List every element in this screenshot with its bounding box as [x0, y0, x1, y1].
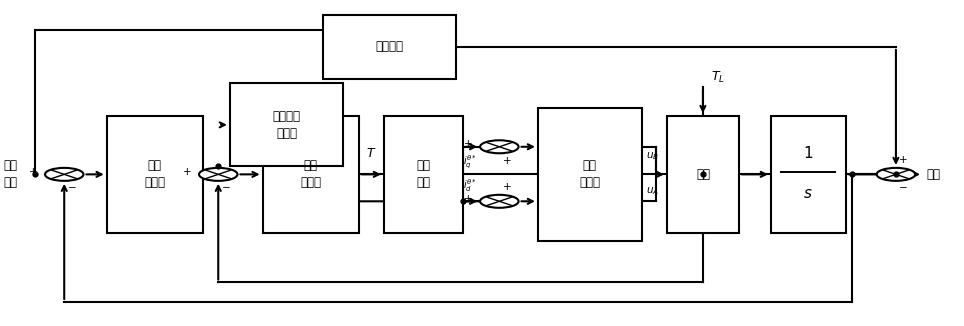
Text: −: − — [222, 184, 230, 193]
Text: $i_q^{\theta*}$: $i_q^{\theta*}$ — [463, 154, 477, 171]
Text: 速度
控制器: 速度 控制器 — [300, 159, 321, 189]
Bar — [538, 108, 642, 241]
Text: $T$: $T$ — [366, 147, 377, 160]
Text: 神经网络
控制器: 神经网络 控制器 — [273, 110, 301, 140]
Text: +: + — [182, 167, 191, 177]
Text: +: + — [899, 155, 908, 165]
Text: +: + — [464, 139, 472, 149]
Text: 参考模型: 参考模型 — [376, 40, 404, 53]
Circle shape — [876, 168, 915, 181]
Circle shape — [480, 140, 519, 153]
Bar — [323, 15, 456, 79]
Text: $u_A$: $u_A$ — [646, 185, 658, 198]
Bar — [107, 116, 202, 233]
Text: $T_L$: $T_L$ — [710, 70, 725, 85]
Text: $i_d^{\theta*}$: $i_d^{\theta*}$ — [463, 177, 477, 194]
Text: −: − — [67, 184, 76, 193]
Bar — [384, 116, 463, 233]
Circle shape — [480, 195, 519, 208]
Text: +: + — [29, 167, 38, 177]
Text: +: + — [502, 182, 511, 192]
Text: 1: 1 — [804, 146, 814, 161]
Text: 电机: 电机 — [696, 168, 710, 181]
Text: 位置
给定: 位置 给定 — [4, 159, 17, 189]
Bar — [771, 116, 845, 233]
Circle shape — [45, 168, 84, 181]
Text: 位置: 位置 — [926, 168, 941, 181]
Text: +: + — [502, 156, 511, 166]
Text: 位置
控制器: 位置 控制器 — [145, 159, 165, 189]
Bar — [229, 83, 343, 166]
Text: −: − — [899, 184, 908, 193]
Circle shape — [199, 168, 237, 181]
Text: 电流
控制器: 电流 控制器 — [579, 159, 601, 189]
Text: s: s — [804, 186, 813, 201]
Text: +: + — [464, 194, 472, 204]
Bar — [262, 116, 359, 233]
Text: 矢量
控制: 矢量 控制 — [416, 159, 430, 189]
Text: $u_B$: $u_B$ — [646, 151, 658, 162]
Bar — [667, 116, 739, 233]
